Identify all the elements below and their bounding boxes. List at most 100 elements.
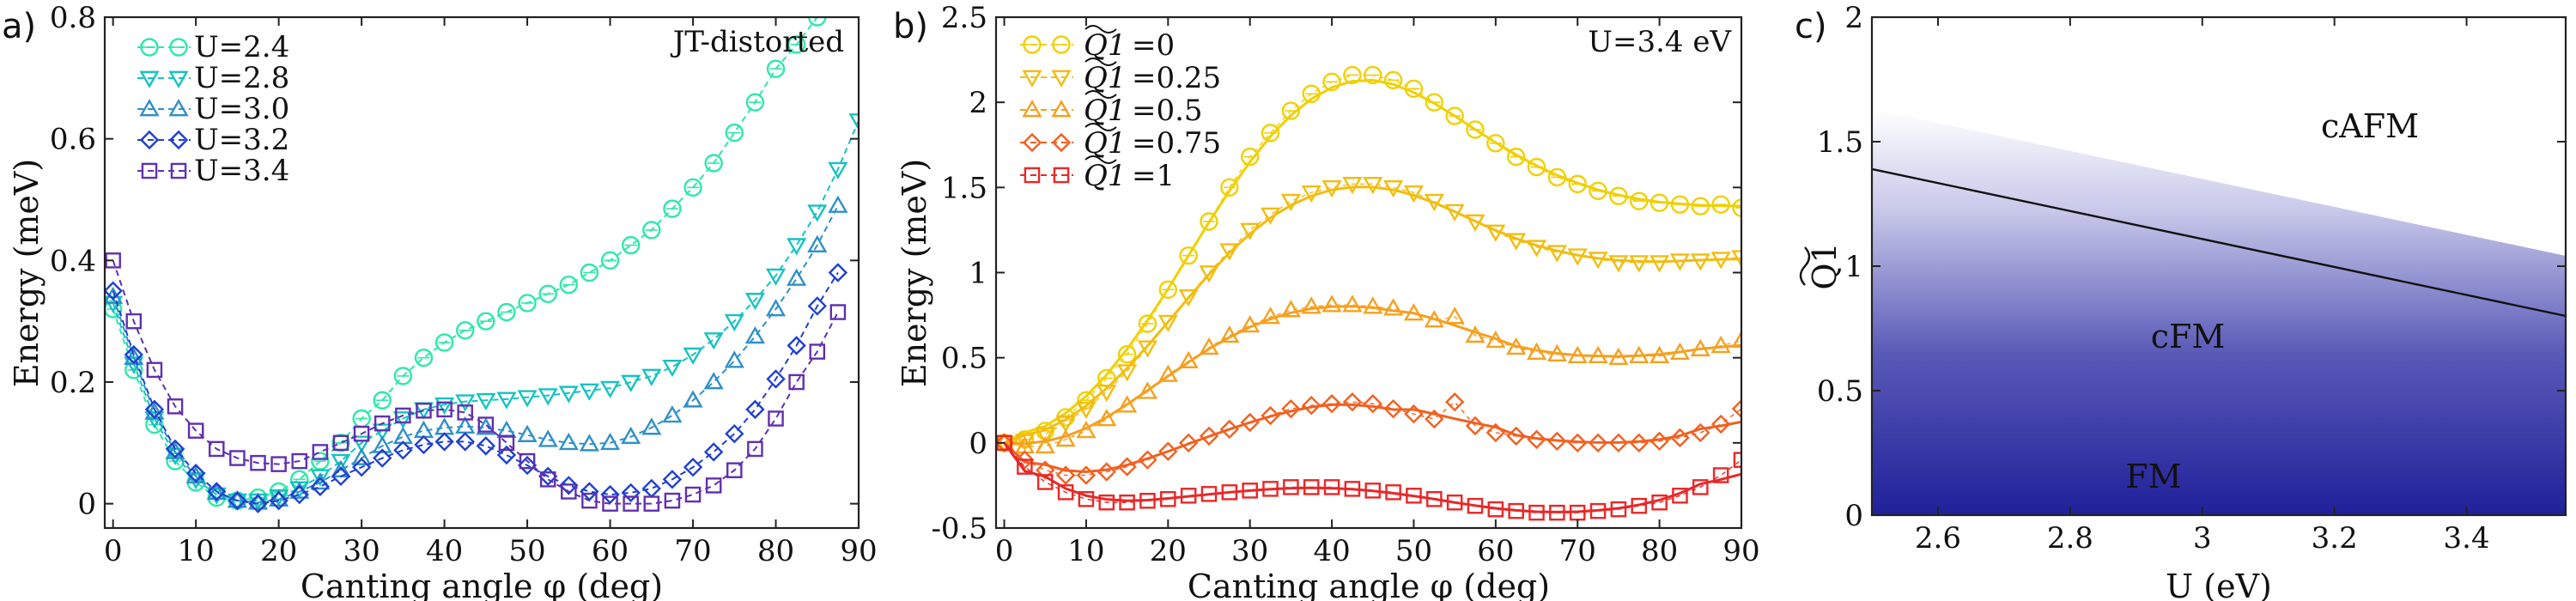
series-a-3-point <box>725 424 744 444</box>
series-b-1-point <box>1424 193 1444 212</box>
series-b-0 <box>996 65 1741 452</box>
series-a-4-point <box>187 422 204 439</box>
series-b-4-line <box>1004 442 1741 513</box>
series-b-2-point <box>1690 338 1710 357</box>
series-b-2-fit <box>1004 305 1741 446</box>
series-b-2-point <box>1506 337 1527 355</box>
series-a-3-point <box>331 466 351 486</box>
series-b-4-point <box>1589 502 1607 519</box>
series-a-1-point <box>599 380 621 399</box>
legend-b-label: =0 <box>1132 28 1175 63</box>
series-a-3-point <box>621 483 641 503</box>
series-b-2-point <box>1567 345 1588 364</box>
series-a-4-point <box>788 373 805 391</box>
series-b-1-point <box>1690 253 1710 271</box>
series-a-1-point <box>807 204 828 222</box>
series-a-3-point <box>228 490 247 511</box>
series-b-4-point <box>1323 479 1340 495</box>
panel-b-label: b) <box>893 7 928 46</box>
series-a-3-point <box>496 445 517 465</box>
series-a-4-point <box>581 492 598 509</box>
series-b-2-point <box>1035 435 1055 454</box>
series-b-2-point <box>1055 428 1076 447</box>
series-b-2-point <box>1219 325 1240 343</box>
series-b-3-point <box>1117 457 1137 477</box>
series-b-1-point <box>1403 185 1425 203</box>
series-b-0-point <box>1527 157 1546 177</box>
series-b-4-point <box>1242 483 1258 499</box>
series-a-1-point <box>828 161 848 180</box>
legend-a-marker <box>168 70 189 88</box>
series-b-4-point <box>1221 484 1238 501</box>
series-b-3-point <box>1670 428 1690 448</box>
series-b-0-point <box>1486 134 1505 153</box>
series-a-4-point <box>457 404 473 421</box>
series-a-3-point <box>580 482 599 501</box>
legend-a-label: U=3.0 <box>194 92 289 126</box>
series-b-4-point <box>1262 481 1279 497</box>
series-b-4-point <box>1446 494 1463 511</box>
panel-c-ytick-label: 2 <box>1844 1 1863 35</box>
series-b-3-point <box>1138 450 1157 470</box>
series-b-3-point <box>1363 394 1382 414</box>
series-a-1-point <box>621 374 641 392</box>
series-b-4-point <box>1180 488 1197 504</box>
series-b-0-point <box>1240 147 1260 167</box>
series-b-3-point <box>1240 412 1260 433</box>
legend-b-tilde <box>1084 58 1117 66</box>
series-a-0-point <box>787 35 806 54</box>
series-a-0-point <box>663 199 682 218</box>
series-b-1-point <box>1035 427 1055 445</box>
series-b-1-point <box>1731 250 1741 268</box>
series-b-1-point <box>1219 243 1240 261</box>
series-b-1-point <box>1097 385 1117 403</box>
panel-b: b) 0 10 20 30 40 50 60 70 80 90-0.500.511.522.5 C… <box>893 1 1760 601</box>
panel-a-ticks: 0 10 20 30 40 50 60 70 80 90 0 0.2 0.4 0.6 0.8 <box>50 1 878 568</box>
panel-a-xtick-label: 80 <box>757 534 794 568</box>
series-a-3-point <box>703 442 724 462</box>
legend-b-marker <box>1051 132 1072 153</box>
series-a-2-point <box>579 434 599 452</box>
series-b-4 <box>996 434 1741 521</box>
series-b-4-point <box>1057 484 1074 501</box>
series-a-2-point <box>247 492 269 510</box>
series-a-3-point <box>105 281 123 300</box>
series-b-2-point <box>1546 343 1567 362</box>
series-a-3-point <box>165 439 185 459</box>
series-b-1-point <box>1240 222 1261 240</box>
series-b-2-point <box>1403 303 1425 321</box>
series-a-1-point <box>641 368 662 386</box>
series-a-4-point <box>705 477 722 494</box>
series-b-4-point <box>1139 492 1156 509</box>
series-b-2-point <box>1240 315 1261 333</box>
series-a-4-line <box>112 260 839 505</box>
series-a-0-point <box>725 123 744 143</box>
series-b-4-point <box>1017 458 1033 475</box>
series-a-1-point <box>392 411 413 429</box>
legend-b-tilde <box>1084 155 1117 164</box>
series-a-1-point <box>372 423 392 441</box>
phase-boundary-line <box>1871 167 2567 318</box>
series-b-3-point <box>1710 414 1731 434</box>
panel-c-ytick-label: 0 <box>1844 499 1863 533</box>
series-a-1-point <box>476 392 496 411</box>
panel-c-ytick-label: 1.5 <box>1817 125 1863 160</box>
series-a-4-point <box>167 398 184 415</box>
series-a-2-point <box>683 390 703 408</box>
series-a-2-line <box>112 205 839 504</box>
panel-a-xtick-label: 90 <box>840 534 877 568</box>
series-a-1-point <box>538 388 558 406</box>
series-a-3-line <box>112 271 839 505</box>
panel-b-ytick-label: 0 <box>969 427 987 461</box>
series-b-0-point <box>1609 186 1628 205</box>
series-b-1-point <box>1280 193 1301 212</box>
panel-b-ytick-label: 2.5 <box>941 1 987 35</box>
series-a-4-point <box>623 495 639 512</box>
panel-a-frame <box>103 15 860 530</box>
series-a-0-point <box>745 93 765 112</box>
series-b-1-point <box>1157 314 1178 332</box>
series-a-0-point <box>580 263 599 282</box>
series-a-4-point <box>416 403 432 419</box>
series-b-3-point <box>1568 433 1588 453</box>
panel-c-ytick-label: 0.5 <box>1817 374 1863 409</box>
